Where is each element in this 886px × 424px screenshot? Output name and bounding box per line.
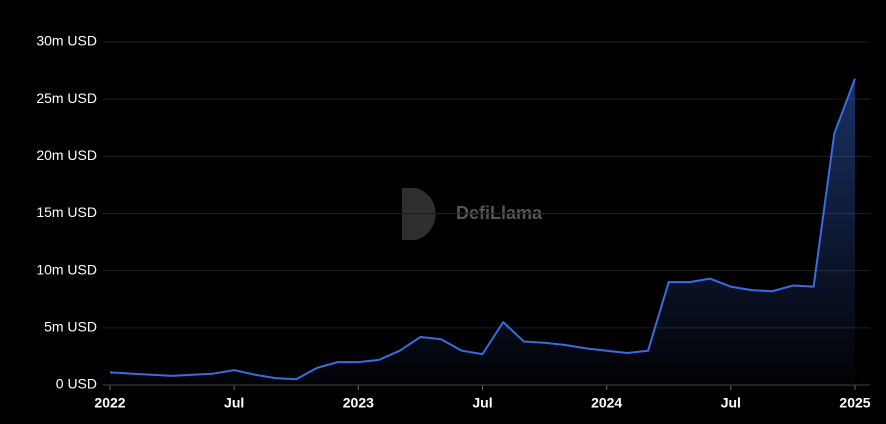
y-tick-label: 20m USD <box>36 147 97 163</box>
x-tick-label: Jul <box>472 395 492 411</box>
y-tick-label: 30m USD <box>36 33 97 49</box>
y-tick-label: 15m USD <box>36 204 97 220</box>
x-tick-label: 2023 <box>343 395 374 411</box>
x-tick-label: Jul <box>224 395 244 411</box>
x-tick-label: Jul <box>721 395 741 411</box>
line <box>109 78 856 381</box>
y-tick-label: 0 USD <box>56 376 97 392</box>
x-tick-label: 2024 <box>591 395 622 411</box>
y-tick-label: 5m USD <box>44 319 97 335</box>
y-tick-label: 10m USD <box>36 261 97 277</box>
area <box>110 78 855 385</box>
x-tick-label: 2025 <box>839 395 870 411</box>
x-tick-label: 2022 <box>94 395 125 411</box>
watermark: DefiLlama <box>456 203 543 223</box>
y-tick-label: 25m USD <box>36 90 97 106</box>
